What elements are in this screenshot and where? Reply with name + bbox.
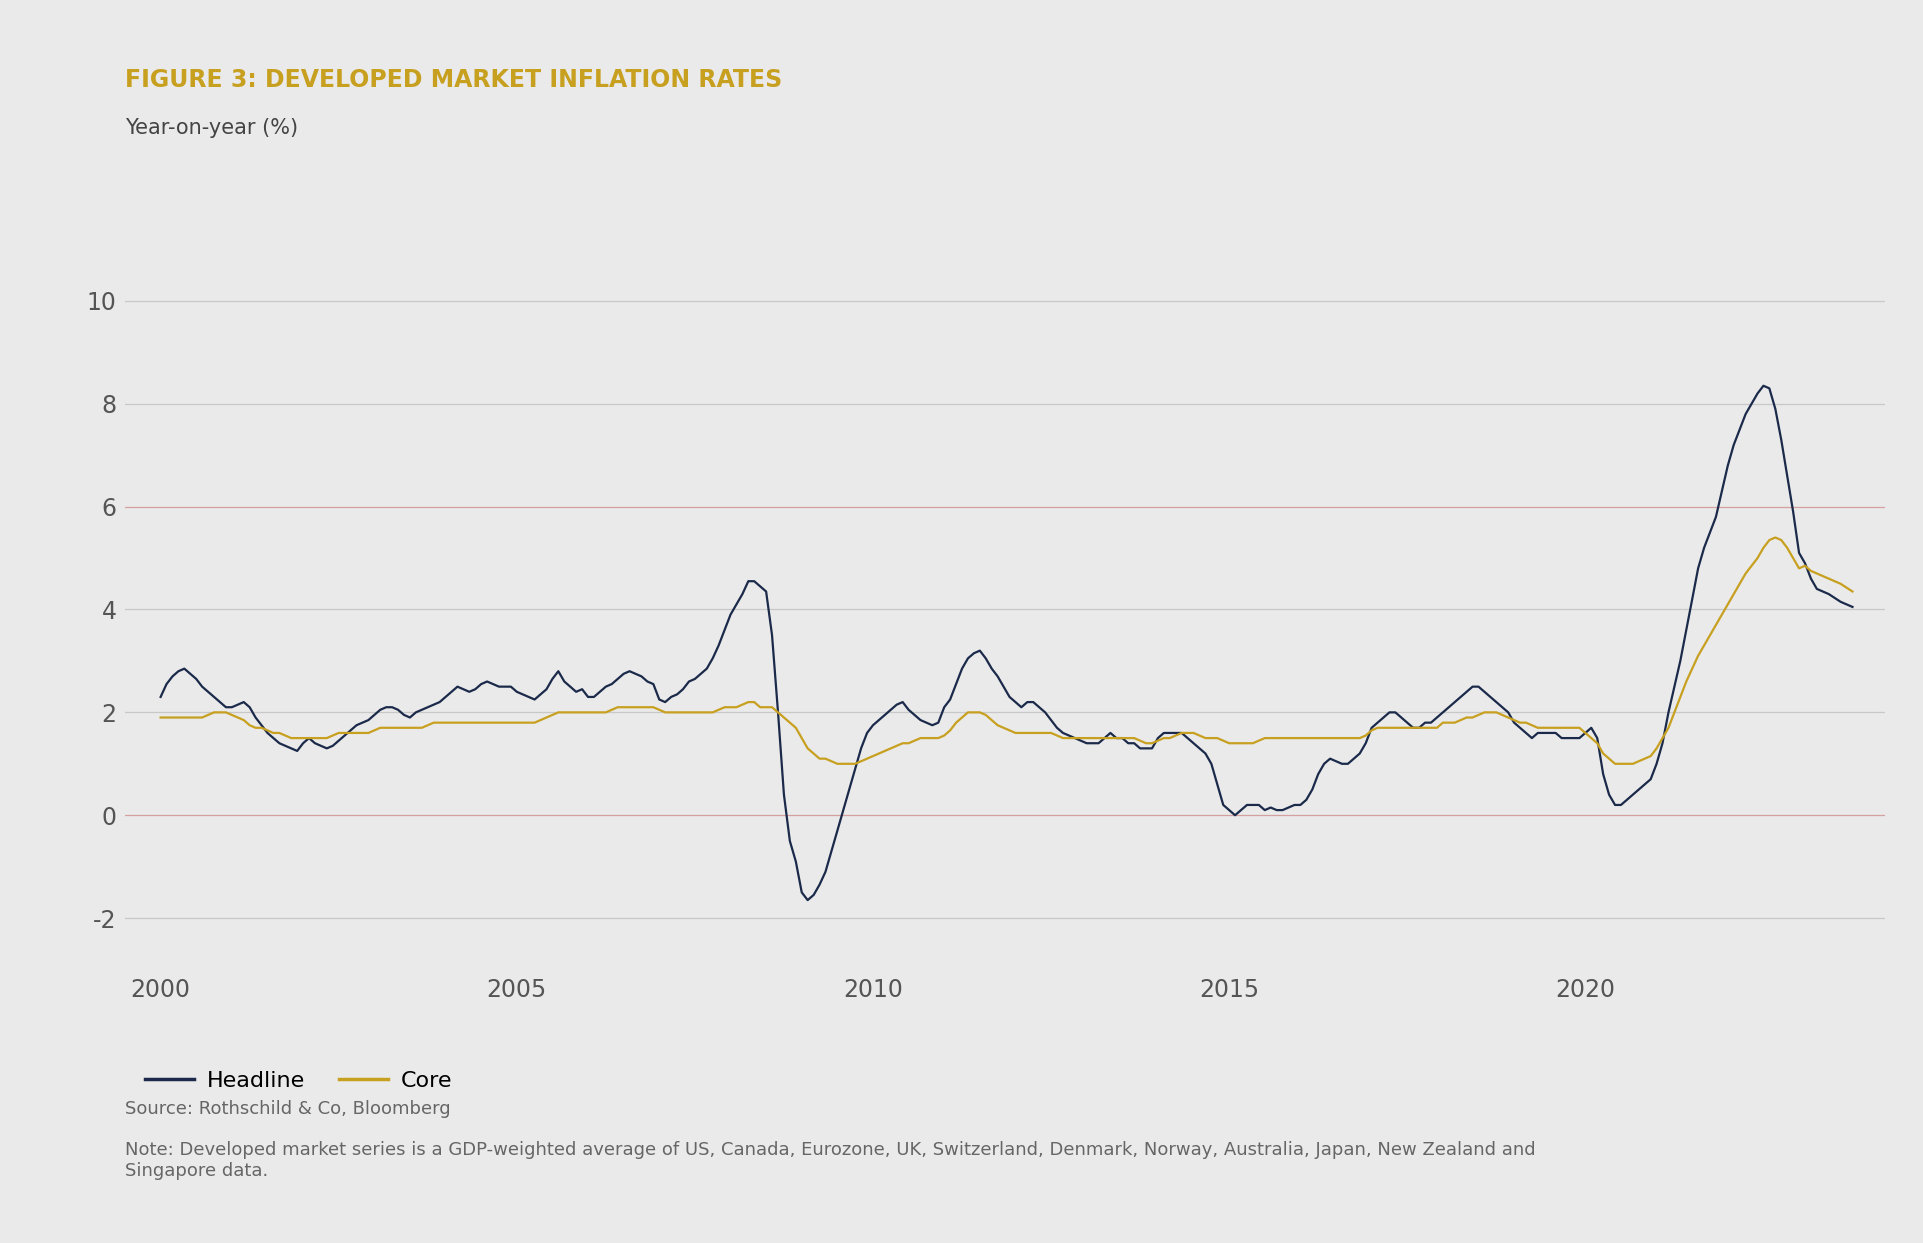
Text: Note: Developed market series is a GDP-weighted average of US, Canada, Eurozone,: Note: Developed market series is a GDP-w… bbox=[125, 1141, 1536, 1180]
Legend: Headline, Core: Headline, Core bbox=[137, 1063, 462, 1100]
Text: FIGURE 3: DEVELOPED MARKET INFLATION RATES: FIGURE 3: DEVELOPED MARKET INFLATION RAT… bbox=[125, 68, 783, 92]
Text: Source: Rothschild & Co, Bloomberg: Source: Rothschild & Co, Bloomberg bbox=[125, 1100, 450, 1117]
Text: Year-on-year (%): Year-on-year (%) bbox=[125, 118, 298, 138]
